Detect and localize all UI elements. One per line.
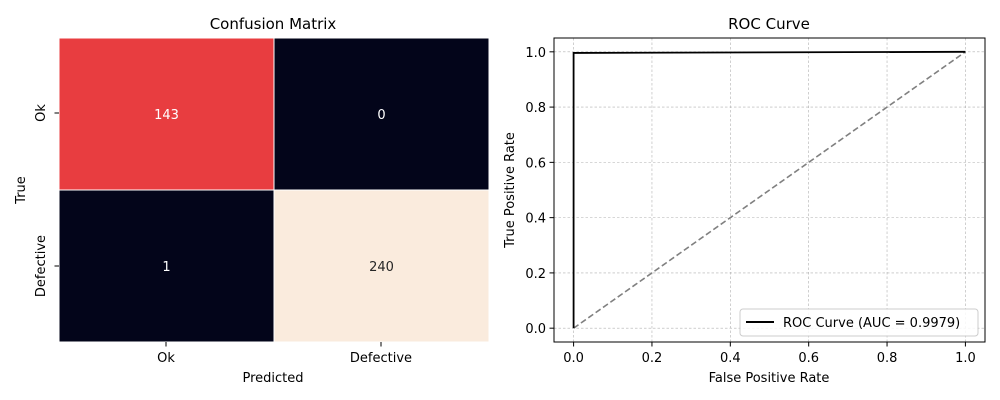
cm-ytick-label-defective: Defective [34, 235, 49, 297]
roc-xtick-label: 0.6 [798, 351, 819, 366]
roc-ytick-label: 0.4 [525, 212, 546, 227]
roc-ytick-label: 0.0 [525, 322, 546, 337]
roc-ylabel: True Positive Rate [503, 132, 518, 249]
roc-xtick-label: 0.2 [642, 351, 663, 366]
roc-xtick-label: 0.8 [877, 351, 898, 366]
roc-ytick-label: 0.6 [525, 156, 546, 171]
cm-xtick-label-defective: Defective [350, 351, 412, 366]
confusion-matrix-title: Confusion Matrix [210, 15, 337, 33]
roc-xtick-label: 0.4 [720, 351, 741, 366]
roc-ytick-label: 1.0 [525, 46, 546, 61]
roc-legend-label: ROC Curve (AUC = 0.9979) [783, 316, 960, 331]
roc-legend-frame [739, 308, 979, 337]
cm-xlabel: Predicted [242, 371, 303, 386]
cm-cell-value-0-1: 0 [377, 108, 385, 123]
cm-xtick-label-ok: Ok [157, 351, 175, 366]
roc-title: ROC Curve [728, 15, 810, 33]
confusion-matrix-panel: Confusion Matrix 143 0 1 240 Ok Defective O… [14, 15, 490, 386]
cm-cell-0-0 [58, 37, 275, 191]
roc-legend: ROC Curve (AUC = 0.9979) [739, 308, 979, 337]
roc-curve-panel: ROC Curve 0.0 0.2 0.4 0.6 0.8 1.0 0.0 0.2 0.4 0.6… [503, 15, 986, 386]
roc-chance-line [573, 51, 966, 329]
cm-cell-1-1 [273, 189, 490, 343]
roc-xtick-label: 0.0 [563, 351, 584, 366]
cm-cell-value-1-1: 240 [369, 260, 394, 275]
roc-ytick-label: 0.2 [525, 267, 546, 282]
roc-plot-frame [553, 37, 986, 343]
roc-xtick-label: 1.0 [955, 351, 976, 366]
cm-cell-1-0 [58, 189, 275, 343]
roc-curve-line [572, 50, 966, 329]
cm-cell-0-1 [273, 37, 490, 191]
cm-cell-value-1-0: 1 [162, 260, 170, 275]
cm-ytick-label-ok: Ok [34, 104, 49, 122]
cm-ylabel: True [14, 176, 29, 205]
cm-cell-value-0-0: 143 [154, 108, 179, 123]
roc-ytick-label: 0.8 [525, 101, 546, 116]
roc-xlabel: False Positive Rate [709, 371, 830, 386]
